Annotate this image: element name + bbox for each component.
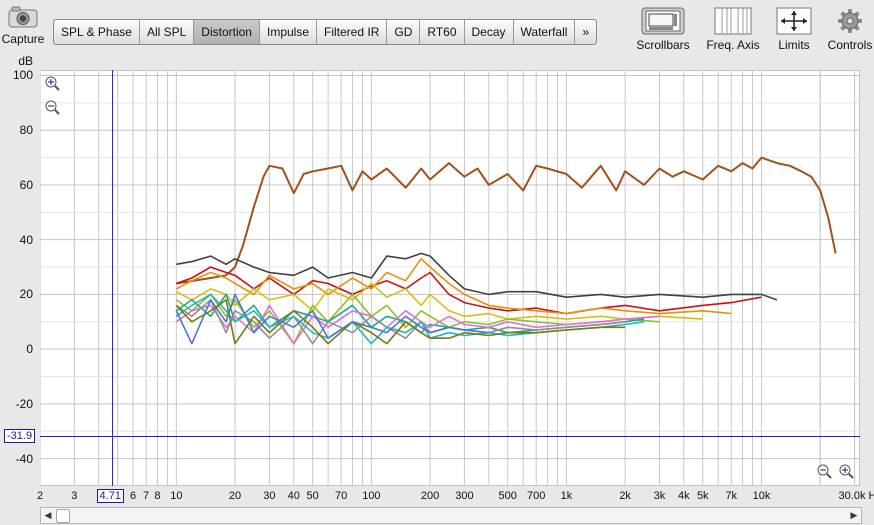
cursor-crosshair[interactable] — [40, 70, 860, 486]
tab-decay[interactable]: Decay — [465, 20, 514, 44]
capture-button[interactable]: Capture — [0, 6, 46, 46]
zoom-out-vertical-icon[interactable] — [45, 100, 60, 115]
freq-axis-label: Freq. Axis — [706, 38, 760, 52]
controls-button[interactable]: Controls — [826, 7, 874, 52]
x-tick-label: 1k — [560, 490, 573, 502]
limits-icon — [776, 7, 812, 35]
x-tick-label: 4k — [678, 490, 690, 502]
tab-rt60[interactable]: RT60 — [420, 20, 465, 44]
horizontal-scrollbar[interactable]: ◀ ▶ — [40, 507, 862, 524]
cursor-freq-readout: 4.71 — [96, 489, 124, 503]
y-tick-label: 60 — [19, 177, 33, 192]
graph-tabs: SPL & Phase All SPL Distortion Impulse F… — [53, 19, 598, 45]
x-tick-label: 300 — [455, 490, 474, 502]
cursor-db-readout: -31.9 — [4, 429, 36, 444]
x-tick-label: 100 — [362, 490, 381, 502]
x-tick-label: 500 — [498, 490, 517, 502]
grid-lines — [40, 70, 860, 486]
x-tick-label: 2 — [36, 490, 44, 502]
zoom-out-horizontal-icon[interactable] — [817, 464, 832, 479]
capture-label: Capture — [1, 32, 45, 46]
tab-more[interactable]: » — [582, 25, 590, 39]
x-tick-label: 3k — [653, 490, 666, 502]
series-lines — [175, 156, 837, 345]
gear-icon — [836, 7, 864, 35]
x-tick-label: 2k — [619, 490, 631, 502]
freq-axis-icon — [714, 7, 752, 35]
x-tick-label: 10k — [752, 490, 771, 502]
camera-icon — [8, 6, 38, 28]
scroll-left-icon[interactable]: ◀ — [44, 510, 52, 520]
series-line-2 — [176, 252, 778, 301]
series-line-1 — [176, 156, 837, 285]
y-axis-title: dB — [18, 54, 33, 68]
series-line-9 — [175, 299, 626, 345]
series-line-5 — [175, 282, 703, 320]
x-tick-label: 30 — [263, 490, 276, 502]
x-tick-label: 3 — [71, 490, 78, 502]
x-tick-label: 70 — [335, 490, 348, 502]
y-tick-label: 40 — [19, 232, 33, 247]
scroll-right-icon[interactable]: ▶ — [850, 510, 858, 520]
scrollbar-thumb[interactable] — [56, 509, 70, 523]
x-tick-label: 200 — [420, 490, 440, 502]
tab-impulse[interactable]: Impulse — [260, 20, 318, 44]
scrollbars-icon — [641, 7, 685, 35]
limits-button[interactable]: Limits — [774, 7, 814, 52]
x-tick-label: 40 — [287, 490, 300, 502]
y-tick-label: 0 — [26, 342, 33, 357]
series-line-6 — [175, 293, 660, 345]
tab-distortion[interactable]: Distortion — [194, 20, 260, 44]
series-line-4 — [175, 258, 732, 315]
series-line-12 — [175, 293, 489, 345]
x-tick-label: 7k — [725, 490, 738, 502]
x-tick-label: 20 — [228, 490, 242, 502]
tab-all-spl[interactable]: All SPL — [140, 20, 195, 44]
y-tick-label: 100 — [12, 68, 33, 83]
zoom-in-horizontal-icon[interactable] — [839, 464, 854, 479]
x-tick-label: 7 — [143, 490, 150, 502]
y-tick-label: 80 — [19, 123, 33, 138]
x-tick-label: 8 — [154, 490, 161, 502]
tab-spl-phase[interactable]: SPL & Phase — [54, 20, 140, 44]
x-tick-label: 30.0k Hz — [838, 490, 874, 502]
zoom-in-vertical-icon[interactable] — [45, 76, 60, 91]
distortion-plot[interactable] — [40, 70, 860, 486]
series-line-11 — [175, 299, 626, 345]
controls-label: Controls — [827, 38, 873, 52]
y-tick-label: -20 — [15, 396, 33, 411]
limits-label: Limits — [778, 38, 810, 52]
x-tick-label: 10 — [170, 490, 183, 502]
x-tick-label: 5k — [696, 490, 709, 502]
series-line-3 — [176, 266, 762, 315]
tab-waterfall[interactable]: Waterfall — [514, 20, 576, 44]
y-tick-label: 20 — [19, 287, 33, 302]
x-tick-label: 700 — [527, 490, 546, 502]
freq-axis-button[interactable]: Freq. Axis — [702, 7, 764, 52]
x-tick-label: 6 — [129, 490, 137, 502]
y-tick-label: -40 — [15, 451, 33, 466]
x-tick-label: 50 — [306, 490, 319, 502]
tab-gd[interactable]: GD — [387, 20, 421, 44]
scrollbars-button[interactable]: Scrollbars — [634, 7, 692, 52]
tab-filtered-ir[interactable]: Filtered IR — [317, 20, 388, 44]
scrollbars-label: Scrollbars — [636, 38, 690, 52]
